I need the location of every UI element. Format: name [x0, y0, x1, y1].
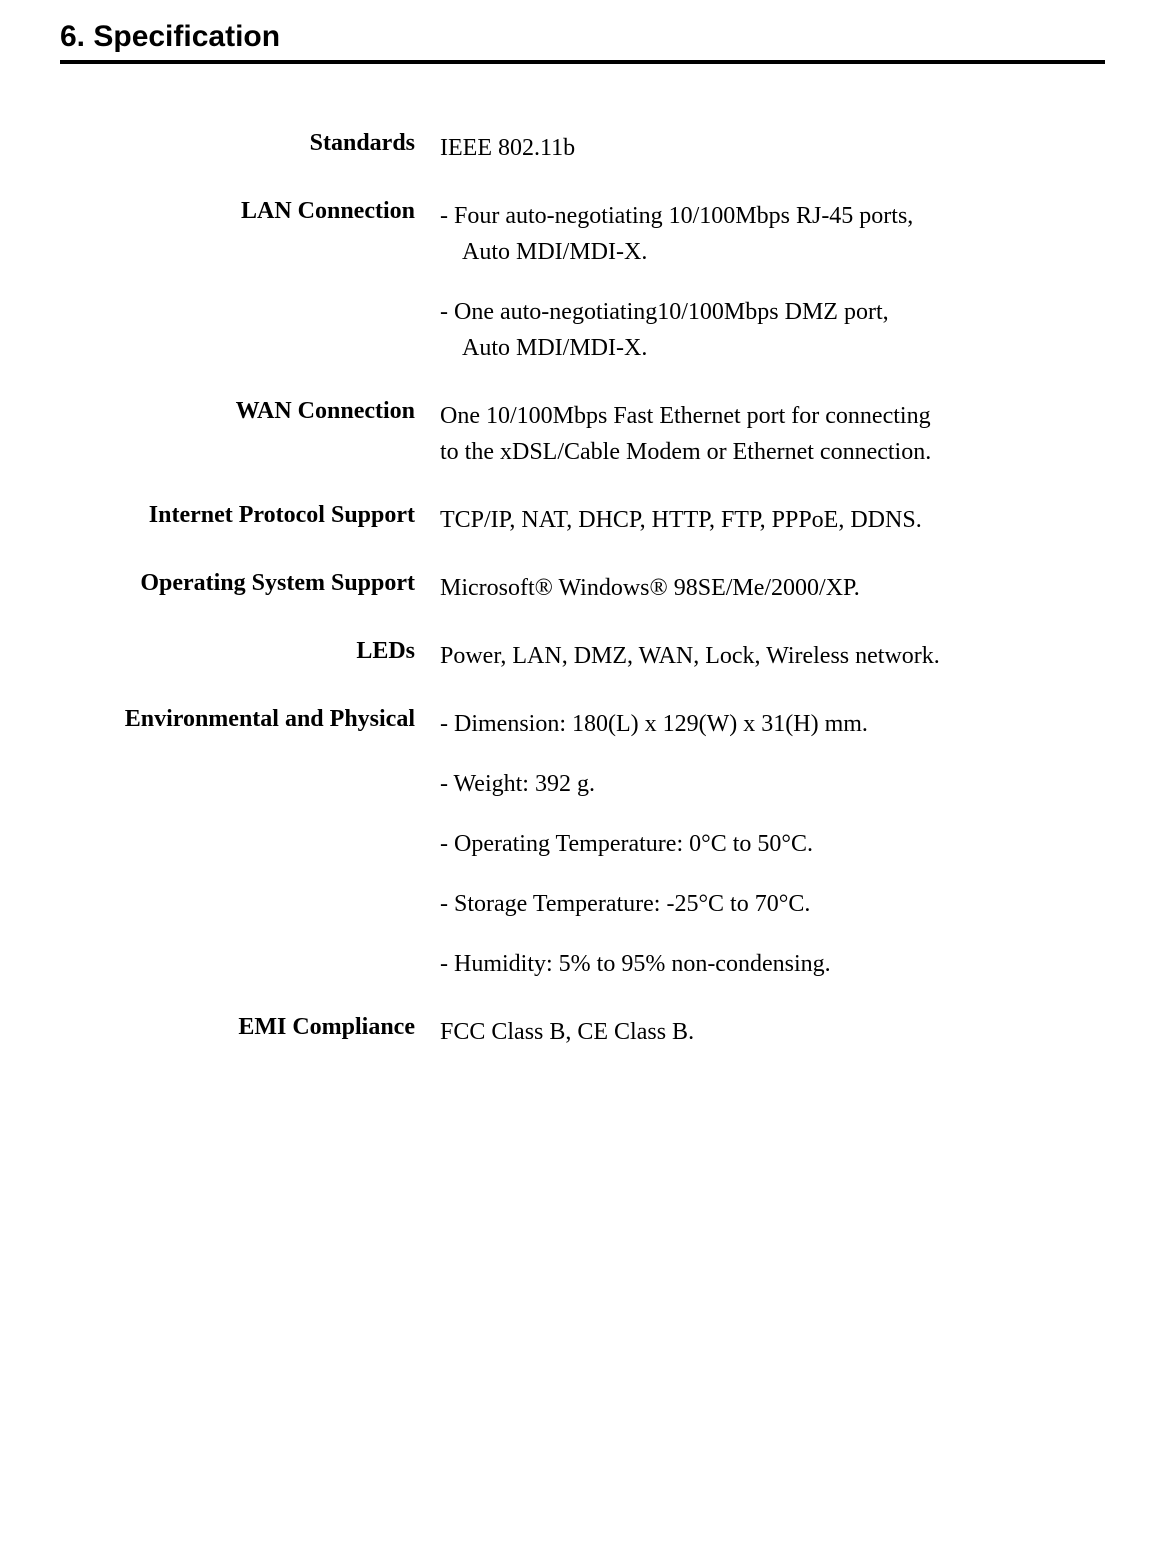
spec-row-lan: LAN Connection - Four auto-negotiating 1…: [60, 182, 1105, 382]
spec-value-item: - Four auto-negotiating 10/100Mbps RJ-45…: [440, 198, 1105, 270]
spec-value-item: - One auto-negotiating10/100Mbps DMZ por…: [440, 294, 1105, 366]
spec-row-environmental: Environmental and Physical - Dimension: …: [60, 690, 1105, 998]
spec-text: - Four auto-negotiating 10/100Mbps RJ-45…: [440, 198, 1105, 234]
spec-value: Power, LAN, DMZ, WAN, Lock, Wireless net…: [440, 622, 1105, 690]
spec-text: Auto MDI/MDI-X.: [440, 234, 1105, 270]
spec-value: - Four auto-negotiating 10/100Mbps RJ-45…: [440, 182, 1105, 382]
spec-label: LEDs: [60, 622, 440, 690]
spec-label: Operating System Support: [60, 554, 440, 622]
spec-value-item: - Operating Temperature: 0°C to 50°C.: [440, 826, 1105, 862]
spec-value: TCP/IP, NAT, DHCP, HTTP, FTP, PPPoE, DDN…: [440, 486, 1105, 554]
spec-row-wan: WAN Connection One 10/100Mbps Fast Ether…: [60, 382, 1105, 486]
spec-value: FCC Class B, CE Class B.: [440, 998, 1105, 1066]
spec-text: Auto MDI/MDI-X.: [440, 330, 1105, 366]
spec-label: EMI Compliance: [60, 998, 440, 1066]
spec-label: Environmental and Physical: [60, 690, 440, 998]
spec-value: Microsoft® Windows® 98SE/Me/2000/XP.: [440, 554, 1105, 622]
spec-row-internet-protocol: Internet Protocol Support TCP/IP, NAT, D…: [60, 486, 1105, 554]
spec-value: IEEE 802.11b: [440, 114, 1105, 182]
spec-text: One 10/100Mbps Fast Ethernet port for co…: [440, 398, 1105, 434]
spec-row-os-support: Operating System Support Microsoft® Wind…: [60, 554, 1105, 622]
spec-row-leds: LEDs Power, LAN, DMZ, WAN, Lock, Wireles…: [60, 622, 1105, 690]
section-header: 6. Specification: [60, 20, 1105, 64]
specification-table: Standards IEEE 802.11b LAN Connection - …: [60, 114, 1105, 1066]
spec-label: Internet Protocol Support: [60, 486, 440, 554]
section-title: 6. Specification: [60, 20, 1105, 54]
spec-value: One 10/100Mbps Fast Ethernet port for co…: [440, 382, 1105, 486]
spec-row-emi: EMI Compliance FCC Class B, CE Class B.: [60, 998, 1105, 1066]
spec-row-standards: Standards IEEE 802.11b: [60, 114, 1105, 182]
spec-label: WAN Connection: [60, 382, 440, 486]
spec-text: - One auto-negotiating10/100Mbps DMZ por…: [440, 294, 1105, 330]
spec-value-item: - Dimension: 180(L) x 129(W) x 31(H) mm.: [440, 706, 1105, 742]
spec-value-item: - Storage Temperature: -25°C to 70°C.: [440, 886, 1105, 922]
spec-value-item: - Weight: 392 g.: [440, 766, 1105, 802]
spec-value-item: - Humidity: 5% to 95% non-condensing.: [440, 946, 1105, 982]
spec-label: LAN Connection: [60, 182, 440, 382]
spec-text: to the xDSL/Cable Modem or Ethernet conn…: [440, 434, 1105, 470]
spec-value: - Dimension: 180(L) x 129(W) x 31(H) mm.…: [440, 690, 1105, 998]
spec-label: Standards: [60, 114, 440, 182]
